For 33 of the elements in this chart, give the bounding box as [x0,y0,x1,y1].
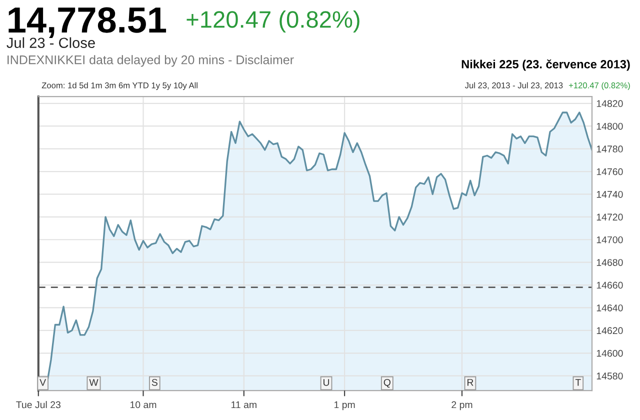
chart-title: 14,778.51 [8,7,166,38]
text: Zoom: 1d 5d 1m 3m 6m YTD 1y 5y 10y All [42,82,198,90]
x-tick-label: 11 am [231,401,256,408]
chart-subtitle: +120.47 (0.82%) [186,10,360,32]
annotation: S [152,378,158,386]
y-tick-label: 14640 [596,304,623,312]
y-tick-label: 14820 [596,100,623,108]
annotation: R [467,379,474,386]
annotation: U [324,379,330,386]
y-tick-label: 14660 [596,282,623,289]
y-tick-label: 14800 [596,122,623,130]
text: Jul 23 - Close [6,37,95,48]
y-tick-label: 14680 [596,259,623,266]
y-tick-label: 14740 [596,190,623,198]
text: Jul 23, 2013 - Jul 23, 2013 [464,82,563,90]
annotation: W [89,379,98,386]
annotation: T [575,379,581,386]
x-tick-label: Tue Jul 23 [16,401,60,408]
y-tick-label: 14620 [596,327,623,334]
y-tick-label: 14780 [596,146,623,152]
y-tick-label: 14760 [596,168,623,176]
y-tick-label: 14600 [596,350,623,357]
x-tick-label: 10 am [130,401,156,408]
y-tick-label: 14580 [596,372,623,380]
y-tick-label: 14700 [596,236,623,244]
text: Nikkei 225 (23. července 2013) [462,59,630,71]
annotation: V [40,379,46,386]
text: INDEXNIKKEI data delayed by 20 mins - Disclaimer [8,55,294,67]
x-tick-label: 1 pm [334,401,355,410]
y-tick-label: 14720 [596,214,623,221]
text: +120.47 (0.82%) [568,82,630,90]
x-tick-label: 2 pm [452,401,472,410]
annotation: Q [384,378,390,388]
